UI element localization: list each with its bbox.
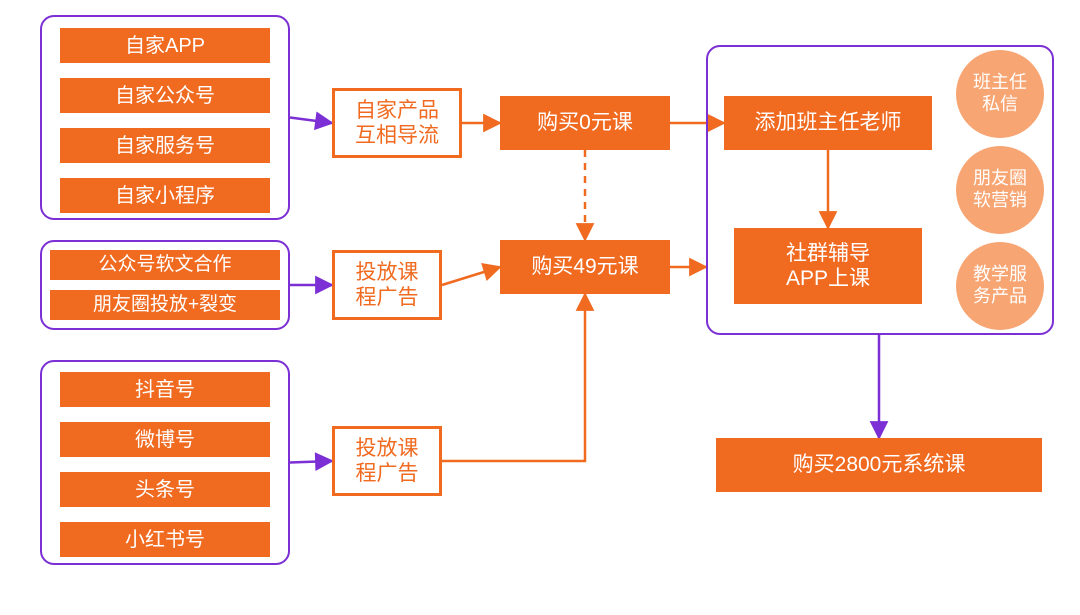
node-label-mid-ad2: 投放课 程广告 (356, 436, 419, 486)
node-mid-own: 自家产品 互相导流 (332, 88, 462, 158)
node-label-soc-tt: 头条号 (135, 478, 195, 502)
node-label-own-mini: 自家小程序 (115, 184, 215, 208)
node-buy-0: 购买0元课 (500, 96, 670, 150)
node-label-soc-xhs: 小红书号 (125, 528, 205, 552)
node-label-mid-own: 自家产品 互相导流 (355, 98, 439, 148)
node-own-mini: 自家小程序 (60, 178, 270, 213)
node-label-own-gzh: 自家公众号 (115, 84, 215, 108)
node-own-app: 自家APP (60, 28, 270, 63)
node-buy-2800: 购买2800元系统课 (716, 438, 1042, 492)
node-label-buy-0: 购买0元课 (537, 110, 633, 135)
node-label-own-app: 自家APP (125, 34, 205, 58)
circle-c-sx: 班主任 私信 (956, 50, 1044, 138)
edge-mid-ad2-to-buy-49 (442, 294, 585, 461)
node-add-teacher: 添加班主任老师 (724, 96, 932, 150)
node-label-soc-wb: 微博号 (135, 428, 195, 452)
node-soc-xhs: 小红书号 (60, 522, 270, 557)
node-label-buy-2800: 购买2800元系统课 (793, 452, 966, 477)
circle-label-c-sx: 班主任 私信 (973, 72, 1027, 115)
node-label-soc-dy: 抖音号 (135, 378, 195, 402)
node-group-coach: 社群辅导 APP上课 (734, 228, 922, 304)
circle-label-c-jx: 教学服 务产品 (973, 264, 1027, 307)
edge-group-own-to-mid-own (290, 118, 332, 124)
node-ad1-pyq: 朋友圈投放+裂变 (50, 290, 280, 320)
node-label-mid-ad1: 投放课 程广告 (356, 260, 419, 310)
node-ad1-gzh: 公众号软文合作 (50, 250, 280, 280)
node-own-gzh: 自家公众号 (60, 78, 270, 113)
node-mid-ad1: 投放课 程广告 (332, 250, 442, 320)
diagram-stage: 自家APP 自家公众号自家服务号自家小程序公众号软文合作朋友圈投放+裂变抖音号微博… (0, 0, 1080, 615)
node-mid-ad2: 投放课 程广告 (332, 426, 442, 496)
node-soc-wb: 微博号 (60, 422, 270, 457)
node-soc-tt: 头条号 (60, 472, 270, 507)
edge-group-social-to-mid-ad2 (290, 461, 332, 463)
circle-c-jx: 教学服 务产品 (956, 242, 1044, 330)
node-buy-49: 购买49元课 (500, 240, 670, 294)
node-label-add-teacher: 添加班主任老师 (755, 110, 902, 135)
node-label-buy-49: 购买49元课 (531, 254, 638, 279)
circle-c-pyq: 朋友圈 软营销 (956, 146, 1044, 234)
node-soc-dy: 抖音号 (60, 372, 270, 407)
node-label-own-fwh: 自家服务号 (115, 134, 215, 158)
node-label-ad1-pyq: 朋友圈投放+裂变 (93, 294, 237, 317)
node-label-group-coach: 社群辅导 APP上课 (786, 241, 870, 291)
node-label-ad1-gzh: 公众号软文合作 (98, 254, 231, 277)
node-own-fwh: 自家服务号 (60, 128, 270, 163)
edge-mid-ad1-to-buy-49 (442, 267, 500, 285)
circle-label-c-pyq: 朋友圈 软营销 (973, 168, 1027, 211)
